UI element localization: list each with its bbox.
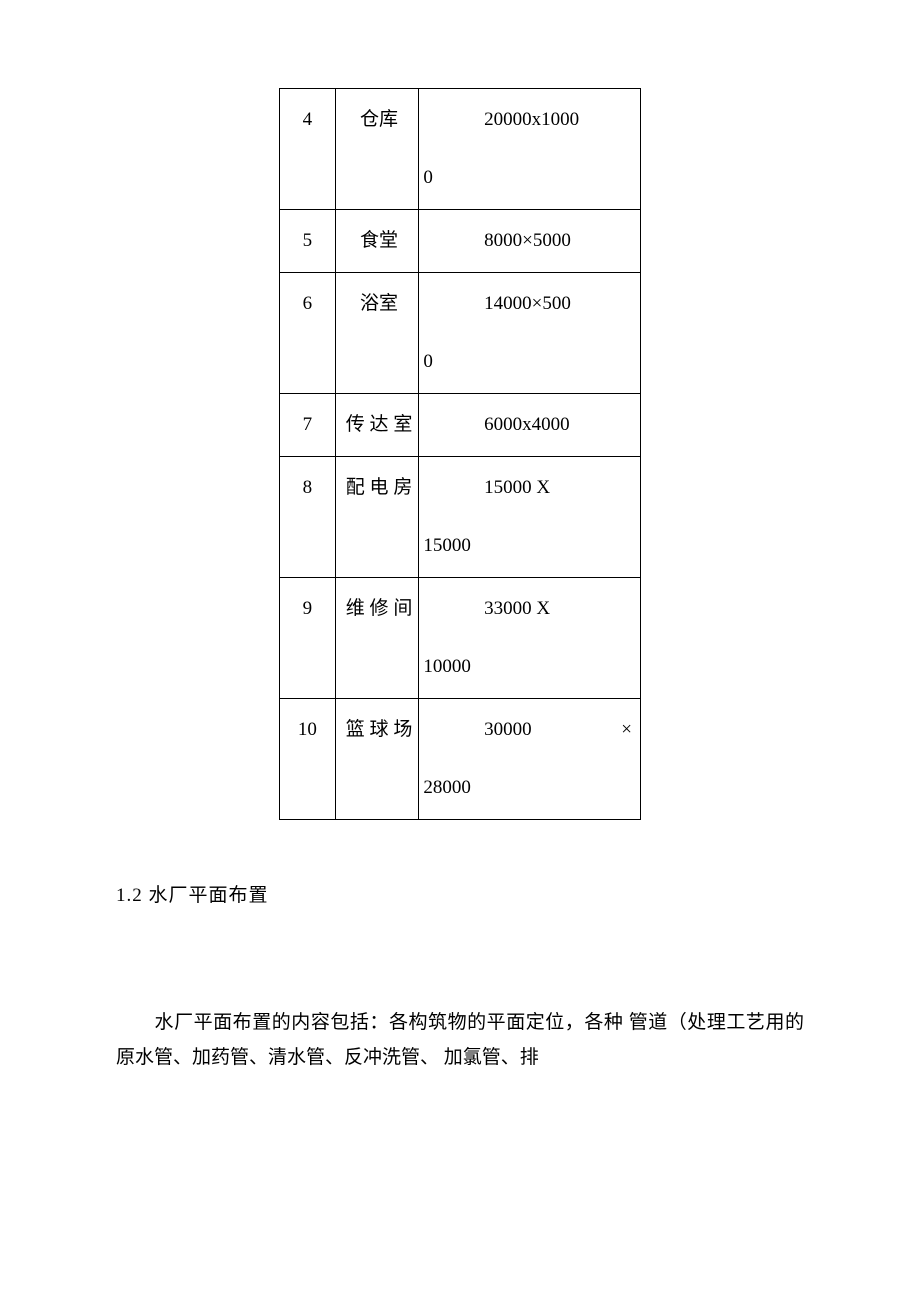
dim-line1: 14000×500: [423, 285, 634, 323]
document-page: 4 仓库 20000x1000 0 5 食堂 8000×5000 6: [0, 0, 920, 1301]
cell-name: 仓库: [335, 89, 419, 210]
cell-dimension: 30000 × 28000: [419, 699, 641, 820]
dimension-table-wrap: 4 仓库 20000x1000 0 5 食堂 8000×5000 6: [279, 88, 641, 820]
table-row: 6 浴室 14000×500 0: [280, 273, 641, 394]
cell-index: 8: [280, 457, 336, 578]
dim-line2: 0: [423, 159, 634, 197]
section-heading: 1.2 水厂平面布置: [116, 880, 920, 907]
cell-name: 食堂: [335, 210, 419, 273]
table-row: 7 传达室 6000x4000: [280, 394, 641, 457]
dim-line2: 28000: [423, 769, 634, 807]
cell-index: 4: [280, 89, 336, 210]
dim-line1: 8000×5000: [423, 222, 634, 260]
cell-index: 9: [280, 578, 336, 699]
cell-index: 6: [280, 273, 336, 394]
cell-dimension: 8000×5000: [419, 210, 641, 273]
table-row: 8 配电房 15000 X 15000: [280, 457, 641, 578]
dim-line1: 30000 ×: [423, 711, 634, 749]
dim-line1-a: 30000: [484, 711, 532, 749]
table-row: 5 食堂 8000×5000: [280, 210, 641, 273]
cell-name: 浴室: [335, 273, 419, 394]
dim-line1: 6000x4000: [423, 406, 634, 444]
dimension-table: 4 仓库 20000x1000 0 5 食堂 8000×5000 6: [279, 88, 641, 820]
dim-line2: 10000: [423, 648, 634, 686]
cell-index: 10: [280, 699, 336, 820]
table-row: 4 仓库 20000x1000 0: [280, 89, 641, 210]
cell-dimension: 14000×500 0: [419, 273, 641, 394]
cell-name: 篮球场: [335, 699, 419, 820]
cell-dimension: 20000x1000 0: [419, 89, 641, 210]
paragraph-text: 水厂平面布置的内容包括：各构筑物的平面定位，各种 管道（处理工艺用的原水管、加药…: [116, 1012, 804, 1068]
dim-line1: 15000 X: [423, 469, 634, 507]
cell-dimension: 15000 X 15000: [419, 457, 641, 578]
cell-name: 配电房: [335, 457, 419, 578]
cell-name: 维修间: [335, 578, 419, 699]
dim-line1-b: ×: [621, 711, 632, 749]
dim-line1: 33000 X: [423, 590, 634, 628]
cell-index: 5: [280, 210, 336, 273]
cell-name: 传达室: [335, 394, 419, 457]
cell-dimension: 6000x4000: [419, 394, 641, 457]
cell-dimension: 33000 X 10000: [419, 578, 641, 699]
cell-index: 7: [280, 394, 336, 457]
table-row: 10 篮球场 30000 × 28000: [280, 699, 641, 820]
dim-line1: 20000x1000: [423, 101, 634, 139]
dim-line2: 0: [423, 343, 634, 381]
body-paragraph: 水厂平面布置的内容包括：各构筑物的平面定位，各种 管道（处理工艺用的原水管、加药…: [116, 1005, 804, 1075]
table-row: 9 维修间 33000 X 10000: [280, 578, 641, 699]
dim-line2: 15000: [423, 527, 634, 565]
table-body: 4 仓库 20000x1000 0 5 食堂 8000×5000 6: [280, 89, 641, 820]
